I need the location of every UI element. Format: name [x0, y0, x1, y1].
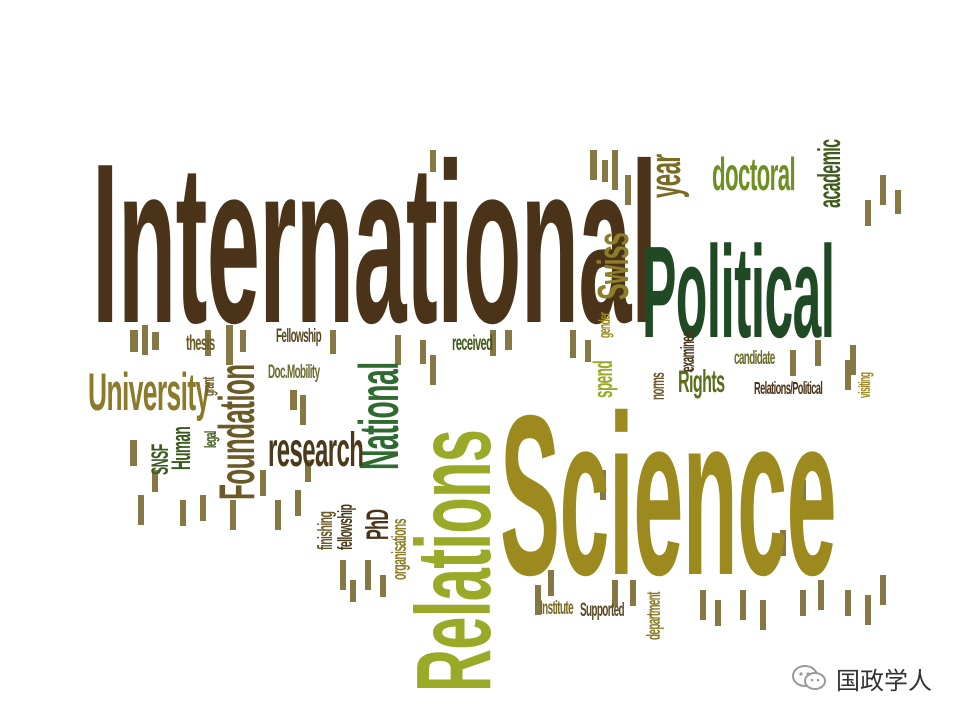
word-phd: PhD: [362, 510, 396, 540]
word-gender: gender: [595, 312, 614, 338]
word-doctoral: doctoral: [712, 148, 795, 200]
word-department: department: [644, 592, 665, 640]
word-candidate: candidate: [734, 348, 775, 369]
wechat-icon: [792, 665, 826, 690]
word-spend: spend: [589, 361, 618, 398]
word-examines: examines: [678, 331, 699, 372]
word-rights: Rights: [678, 366, 725, 400]
word-human: Human: [167, 427, 196, 470]
word-finishing: finishing: [314, 512, 337, 550]
word-fellowship: fellowship: [334, 504, 357, 550]
word-relations-political: Relations/Political: [754, 379, 822, 399]
word-national: National: [349, 362, 411, 470]
word-relations: Relations: [395, 430, 513, 692]
word-research: research: [268, 424, 363, 477]
watermark: 国政学人: [790, 658, 932, 698]
word-grant: grant: [199, 376, 218, 396]
word-science: Science: [500, 367, 836, 622]
word-fellowship-cap: Fellowship: [276, 326, 321, 347]
word-year: year: [642, 154, 690, 198]
word-swiss: Swiss: [589, 233, 638, 300]
word-academic: academic: [814, 139, 848, 208]
word-institute: Institute: [540, 598, 573, 619]
word-political: Political: [642, 220, 834, 366]
word-visiting: visiting: [855, 372, 874, 398]
word-supported: Supported: [580, 600, 624, 621]
word-thesis: thesis: [186, 330, 215, 355]
word-doc-mobility: Doc.Mobility: [268, 362, 320, 383]
word-international: International: [92, 117, 657, 371]
watermark-text: 国政学人: [836, 666, 932, 695]
word-legal: legal: [201, 431, 220, 448]
word-foundation: Foundation: [210, 364, 265, 500]
word-received: received: [452, 330, 493, 355]
word-university: University: [88, 362, 210, 421]
word-organisations: organisations: [388, 518, 411, 580]
word-snsf: SNSF: [148, 444, 174, 475]
word-norms: norms: [648, 373, 669, 400]
